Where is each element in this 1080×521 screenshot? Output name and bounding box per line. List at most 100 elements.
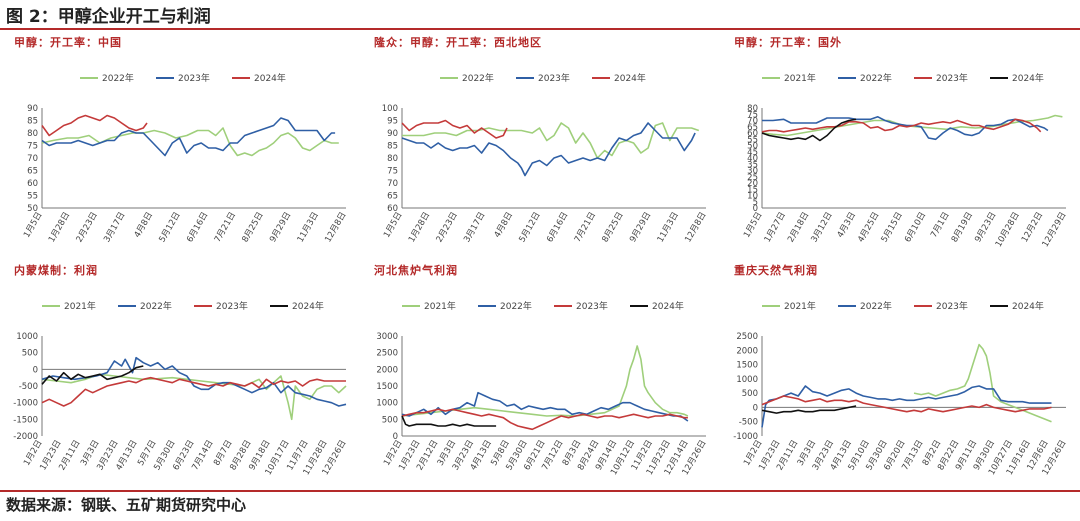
y-tick-label: 80 — [27, 129, 38, 139]
legend-label: 2022年 — [860, 72, 892, 84]
chart-svg: 2022年 2023年 2024年 60 65 70 75 80 85 90 95 100 1月5日 1月… — [382, 72, 709, 245]
y-tick-label: 80 — [747, 104, 758, 114]
legend-label: 2024年 — [1012, 300, 1044, 312]
x-tick-label: 5月12日 — [158, 211, 183, 245]
legend-label: 2022年 — [102, 72, 134, 84]
series-line — [762, 116, 1049, 141]
x-tick-label: 9月23日 — [973, 211, 998, 245]
x-tick-label: 4月25日 — [856, 211, 881, 245]
series-line — [761, 385, 1052, 428]
series-line — [41, 373, 347, 421]
y-tick-label: 75 — [27, 142, 38, 152]
chart-title: 甲醇：开工率：国外 — [734, 36, 842, 49]
legend-label: 2023年 — [936, 72, 968, 84]
y-tick-label: 25 — [747, 173, 758, 183]
chart-panel-6: 重庆天然气利润 2021年 2022年 2023年 2024年 -1000 -500 0 50… — [720, 258, 1080, 488]
legend-label: 2024年 — [614, 72, 646, 84]
legend-label: 2022年 — [860, 300, 892, 312]
y-tick-label: 70 — [747, 117, 758, 127]
y-tick-label: -1000 — [733, 432, 758, 442]
x-tick-label: 5月15日 — [880, 211, 905, 245]
chart-panel-5: 河北焦炉气利润 2021年 2022年 2023年 2024年 0 500 1000 1500… — [360, 258, 720, 488]
y-tick-label: 0 — [393, 432, 398, 442]
y-tick-label: 5 — [753, 198, 758, 208]
x-tick-label: 2月18日 — [786, 211, 811, 245]
y-tick-label: 3000 — [376, 332, 398, 342]
legend-label: 2023年 — [936, 300, 968, 312]
x-tick-label: 12月8日 — [683, 211, 708, 245]
chart-title: 隆众：甲醇：开工率：西北地区 — [374, 36, 542, 49]
chart-panel-4: 内蒙煤制：利润 2021年 2022年 2023年 2024年 -2000 -1500 -1… — [0, 258, 360, 488]
chart-svg: 2022年 2023年 2024年 50 55 60 65 70 75 80 85 90 1月5日 1月2… — [22, 72, 349, 245]
y-tick-label: 55 — [747, 135, 758, 145]
x-tick-label: 9月29日 — [628, 211, 653, 245]
chart-panel-2: 隆众：甲醇：开工率：西北地区 2022年 2023年 2024年 60 65 70 75 80… — [360, 30, 720, 260]
x-tick-label: 1月5日 — [742, 211, 765, 240]
y-tick-label: 90 — [27, 104, 38, 114]
chart-svg: 2021年 2022年 2023年 2024年 0 500 1000 1500 2000 2500… — [376, 300, 708, 477]
y-tick-label: 90 — [387, 129, 398, 139]
x-tick-label: 4月8日 — [493, 211, 516, 240]
figure-title: 图 2：甲醇企业开工与利润 — [6, 7, 211, 27]
y-tick-label: 15 — [747, 185, 758, 195]
legend-label: 2021年 — [64, 300, 96, 312]
series-line — [41, 117, 336, 157]
x-tick-label: 4月3日 — [836, 211, 859, 240]
y-tick-label: 55 — [27, 192, 38, 202]
x-tick-label: 3月17日 — [102, 211, 127, 245]
series-line — [761, 118, 857, 142]
x-tick-label: 8月19日 — [950, 211, 975, 245]
series-line — [41, 127, 339, 157]
legend-label: 2021年 — [784, 72, 816, 84]
y-tick-label: 1000 — [736, 375, 758, 385]
y-tick-label: 50 — [747, 142, 758, 152]
y-tick-label: 65 — [387, 192, 398, 202]
x-tick-label: 10月28日 — [994, 211, 1022, 249]
x-tick-label: 12月29日 — [1041, 211, 1069, 249]
y-tick-label: 2500 — [376, 349, 398, 359]
y-tick-label: 85 — [27, 117, 38, 127]
x-tick-label: 1月5日 — [382, 211, 405, 240]
y-tick-label: 2000 — [736, 346, 758, 356]
y-tick-label: 500 — [742, 389, 758, 399]
y-tick-label: 75 — [747, 110, 758, 120]
y-tick-label: 20 — [747, 179, 758, 189]
chart-svg: 2021年 2022年 2023年 2024年 05101520253035404550… — [742, 72, 1069, 249]
y-tick-label: 1500 — [736, 361, 758, 371]
x-tick-label: 7月21日 — [213, 210, 238, 244]
legend-label: 2021年 — [424, 300, 456, 312]
y-tick-label: -500 — [19, 382, 38, 392]
x-tick-label: 8月25日 — [240, 211, 265, 245]
chart-panel-1: 甲醇：开工率：中国 2022年 2023年 2024年 50 55 60 65 70 75 80 8… — [0, 30, 360, 260]
y-tick-label: -1000 — [13, 399, 38, 409]
x-tick-label: 3月17日 — [462, 211, 487, 245]
y-tick-label: -2000 — [13, 432, 38, 442]
legend-label: 2024年 — [652, 300, 684, 312]
y-tick-label: 35 — [747, 160, 758, 170]
series-line — [41, 365, 144, 385]
y-tick-label: -500 — [739, 418, 758, 428]
legend-label: 2022年 — [140, 300, 172, 312]
legend-label: 2023年 — [538, 72, 570, 84]
legend-label: 2021年 — [784, 300, 816, 312]
x-tick-label: 2月23日 — [75, 211, 100, 245]
x-tick-label: 1月28日 — [47, 211, 72, 245]
x-tick-label: 6月16日 — [185, 211, 210, 245]
series-line — [401, 122, 696, 177]
legend-label: 2023年 — [178, 72, 210, 84]
x-tick-label: 6月16日 — [545, 211, 570, 245]
series-line — [401, 391, 689, 422]
y-tick-label: 0 — [33, 365, 38, 375]
x-tick-label: 11月3日 — [656, 211, 681, 245]
header-bar: 图 2：甲醇企业开工与利润 — [0, 0, 1080, 30]
legend-label: 2023年 — [576, 300, 608, 312]
series-line — [41, 114, 148, 137]
x-tick-label: 4月8日 — [133, 211, 156, 240]
x-tick-label: 1月5日 — [22, 211, 45, 240]
x-tick-label: 3月12日 — [809, 211, 834, 245]
x-tick-label: 5月12日 — [518, 211, 543, 245]
y-tick-label: 0 — [753, 204, 758, 214]
series-line — [41, 376, 346, 407]
y-tick-label: 40 — [747, 154, 758, 164]
x-tick-label: 9月29日 — [268, 211, 293, 245]
